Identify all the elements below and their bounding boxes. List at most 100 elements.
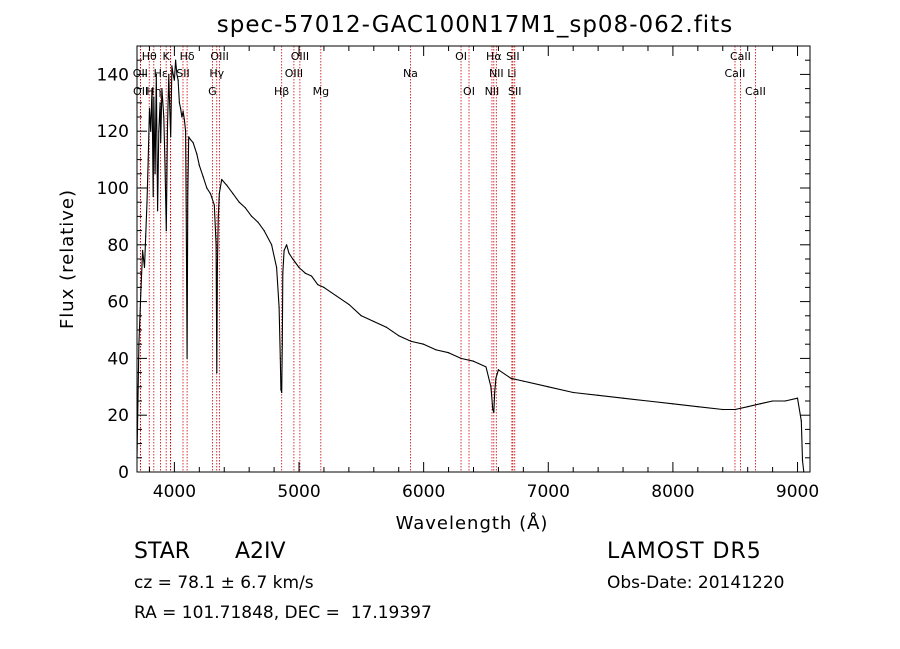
spectrum-point-2 [140, 295, 142, 297]
sky-coordinates: RA = 101.71848, DEC = 17.19397 [134, 603, 432, 623]
spectrum-point-84 [373, 320, 375, 323]
spectrum-point-69 [281, 391, 283, 394]
spectrum-point-80 [323, 286, 325, 288]
spectrum-point-44 [192, 141, 194, 144]
spectrum-point-50 [213, 204, 215, 206]
spectrum-point-76 [298, 266, 300, 269]
y-tick-label-3: 60 [107, 293, 129, 313]
spectrum-point-89 [435, 349, 437, 351]
spectrum-point-51 [215, 244, 217, 246]
line-label-12: Hγ [209, 67, 224, 80]
y-tick-label-4: 80 [107, 236, 129, 256]
line-label-4: OIII [291, 50, 309, 63]
spectrum-point-97 [494, 391, 496, 394]
object-class: STAR [134, 539, 191, 564]
spectrum-point-113 [772, 400, 774, 402]
line-label-6: Hα [486, 50, 502, 63]
y-tick-label-0: 0 [118, 463, 129, 483]
x-axis-label: Wavelength (Å) [396, 512, 549, 534]
line-label-22: Mg [313, 85, 329, 98]
spectrum-line [136, 59, 805, 473]
spectrum-point-25 [168, 96, 171, 98]
spectrum-point-67 [279, 357, 281, 359]
spectrum-point-105 [622, 397, 624, 399]
spectrum-point-9 [150, 130, 152, 132]
line-label-13: OIII [285, 67, 303, 80]
spectrum-point-70 [281, 343, 283, 345]
spectrum-point-71 [282, 272, 284, 274]
spectrum-point-55 [218, 193, 220, 195]
spectrum-point-18 [160, 141, 162, 144]
spectrum-point-99 [497, 369, 500, 371]
spectrum-point-3 [142, 249, 144, 252]
spectrum-point-7 [147, 159, 149, 161]
spectral-subclass: A2IV [235, 539, 286, 564]
spectrum-point-87 [410, 340, 412, 342]
x-tick-label-0: 4000 [153, 482, 196, 502]
spectrum-point-41 [187, 193, 189, 195]
spectrum-point-66 [278, 306, 280, 308]
spectrum-point-58 [232, 193, 234, 195]
line-label-14: Na [403, 67, 418, 80]
spectrum-point-53 [216, 266, 218, 269]
observation-date: Obs-Date: 20141220 [607, 573, 785, 593]
spectrum-point-104 [597, 394, 599, 396]
spectrum-point-45 [196, 153, 198, 155]
spectrum-point-78 [310, 275, 313, 277]
line-label-17: CaII [725, 67, 746, 80]
spectrum-point-74 [288, 252, 290, 254]
spectrum-point-52 [216, 372, 218, 374]
spectrum-point-108 [697, 406, 699, 408]
spectrum-point-20 [163, 116, 165, 118]
spectrum-point-82 [348, 303, 350, 306]
spectrum-point-115 [796, 397, 799, 399]
spectrum-point-40 [186, 357, 188, 359]
spectrum-point-56 [221, 178, 223, 181]
line-label-15: NII [489, 67, 504, 80]
line-label-19: Hη [146, 85, 161, 98]
spectrum-point-117 [801, 460, 804, 462]
spectrum-point-63 [263, 230, 265, 232]
spectrum-point-10 [151, 88, 153, 90]
spectrum-point-32 [177, 79, 179, 81]
spectrum-point-27 [171, 65, 173, 67]
line-label-24: NII [485, 85, 500, 98]
y-tick-label-5: 100 [97, 179, 129, 199]
chart-title: spec-57012-GAC100N17M1_sp08-062.fits [217, 12, 733, 38]
spectrum-point-28 [172, 73, 174, 75]
spectrum-point-54 [217, 215, 219, 217]
spectrum-point-21 [164, 164, 166, 166]
spectrum-point-47 [202, 176, 204, 178]
y-tick-label-7: 140 [97, 65, 129, 85]
spectrum-point-22 [165, 230, 167, 232]
spectrum-point-5 [145, 235, 147, 237]
spectrum-point-110 [734, 408, 736, 411]
spectrum-point-6 [146, 201, 148, 203]
spectrum-point-30 [175, 59, 177, 61]
line-label-26: CaII [745, 85, 766, 98]
line-label-10: Hε [154, 67, 168, 80]
spectrum-point-35 [181, 116, 183, 118]
spectrum-point-64 [271, 244, 273, 246]
line-label-20: G [208, 85, 217, 98]
spectrum-point-90 [447, 352, 450, 354]
spectrum-point-39 [185, 210, 187, 212]
spectrum-point-33 [178, 102, 180, 104]
spectrum-point-23 [166, 124, 169, 127]
spectrum-point-86 [398, 335, 400, 337]
spectrum-point-111 [747, 406, 749, 408]
spectrum-point-15 [156, 210, 159, 212]
x-tick-label-5: 9000 [776, 482, 819, 502]
spectrum-point-93 [485, 366, 487, 368]
spectrum-point-116 [800, 420, 802, 422]
spectrum-point-114 [784, 400, 786, 402]
spectrum-point-11 [152, 195, 154, 198]
line-label-8: CaII [730, 50, 751, 63]
spectrum-point-60 [244, 207, 247, 209]
x-tick-label-1: 5000 [277, 482, 320, 502]
spectrum-point-36 [182, 110, 184, 112]
x-tick-label-2: 6000 [402, 482, 445, 502]
spectrum-point-62 [257, 221, 259, 223]
spectrum-point-95 [492, 408, 494, 411]
